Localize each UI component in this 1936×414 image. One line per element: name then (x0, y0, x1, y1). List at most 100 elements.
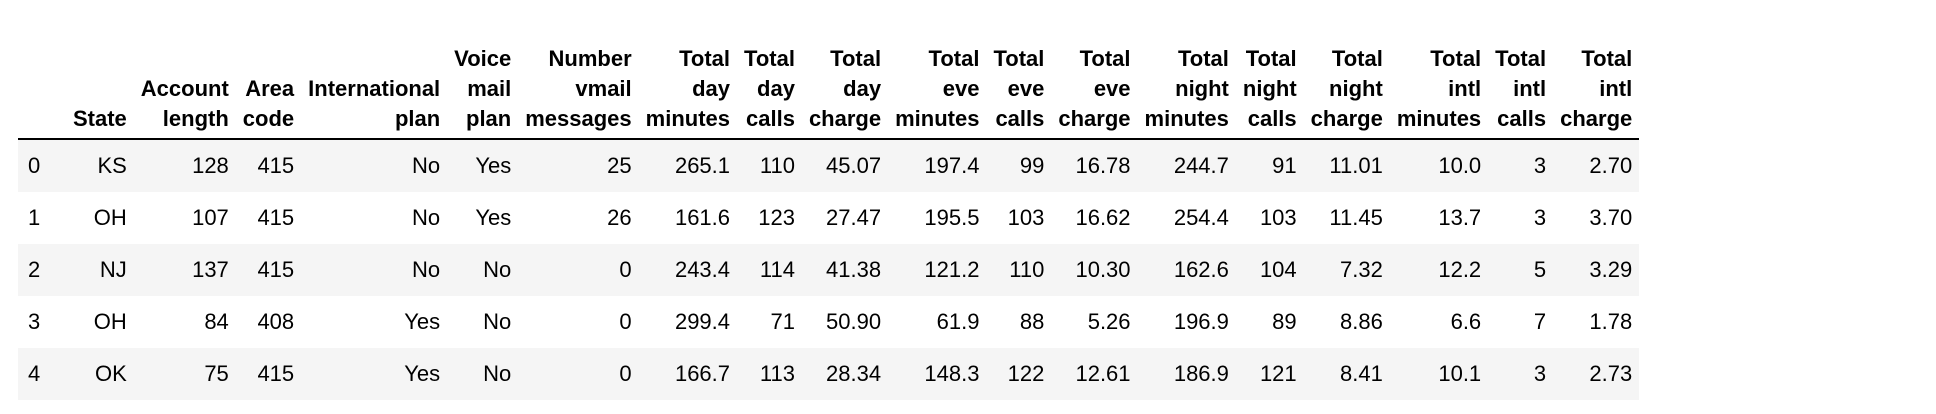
table-cell: 196.9 (1173, 309, 1229, 334)
table-cell: 299.4 (674, 309, 731, 334)
table-cell: 27.47 (826, 205, 882, 230)
table-cell: 1.78 (1589, 309, 1633, 334)
table-cell: KS (97, 153, 127, 178)
table-cell: No (412, 257, 441, 282)
table-cell: 61.9 (936, 309, 980, 334)
table-cell: Yes (404, 361, 441, 386)
column-header: International plan (301, 44, 448, 140)
table-cell: 122 (1007, 361, 1045, 386)
table-row: 1 OH 107 415 No Yes 26 161.6 123 27.47 195.5 103 16.… (18, 192, 1640, 244)
row-index: 1 (28, 205, 41, 230)
column-header: Account length (133, 44, 236, 140)
column-header: State (66, 44, 134, 140)
table-cell: 3 (1533, 361, 1547, 386)
column-header: Total night minutes (1137, 44, 1236, 140)
table-cell: No (412, 205, 441, 230)
table-header: State Account length Area code International p… (18, 44, 1640, 140)
table-cell: 195.5 (924, 205, 980, 230)
table-cell: 0 (619, 361, 632, 386)
table-cell: 6.6 (1450, 309, 1482, 334)
table-cell: No (483, 361, 512, 386)
table-cell: 415 (257, 257, 295, 282)
table-cell: 104 (1259, 257, 1297, 282)
table-cell: 121 (1259, 361, 1297, 386)
table-cell: 88 (1019, 309, 1045, 334)
column-header: Total eve minutes (888, 44, 987, 140)
table-cell: 244.7 (1173, 153, 1229, 178)
table-cell: 3.29 (1589, 257, 1633, 282)
table-cell: 3.70 (1589, 205, 1633, 230)
table-cell: 7 (1533, 309, 1547, 334)
table-row: 3 OH 84 408 Yes No 0 299.4 71 50.90 61.9 88 5.26 196.… (18, 296, 1640, 348)
column-header: Total intl minutes (1389, 44, 1489, 140)
column-header: Total day minutes (638, 44, 738, 140)
table-cell: 71 (770, 309, 795, 334)
table-cell: 415 (257, 153, 295, 178)
column-header: Total intl charge (1553, 44, 1640, 140)
table-cell: No (412, 153, 441, 178)
table-body: 0 KS 128 415 No Yes 25 265.1 110 45.07 197.4 99 16.7… (18, 139, 1640, 400)
table-cell: 41.38 (826, 257, 882, 282)
column-header: Voice mail plan (447, 44, 519, 140)
column-header: Total intl calls (1488, 44, 1554, 140)
column-header: Area code (235, 44, 302, 140)
table-cell: 12.2 (1438, 257, 1482, 282)
row-index: 0 (28, 153, 41, 178)
table-cell: 2.73 (1589, 361, 1633, 386)
table-cell: 84 (204, 309, 229, 334)
table-cell: 26 (607, 205, 632, 230)
table-cell: 5.26 (1087, 309, 1131, 334)
table-cell: 10.1 (1438, 361, 1482, 386)
column-header: Total eve charge (1051, 44, 1138, 140)
table-row: 4 OK 75 415 Yes No 0 166.7 113 28.34 148.3 122 12.61… (18, 348, 1640, 400)
table-cell: 89 (1272, 309, 1297, 334)
table-cell: 121.2 (924, 257, 980, 282)
table-cell: OK (95, 361, 127, 386)
column-header: Total day calls (737, 44, 802, 140)
table-cell: 8.41 (1339, 361, 1383, 386)
table-cell: 103 (1259, 205, 1297, 230)
table-cell: 10.30 (1075, 257, 1131, 282)
table-cell: OH (93, 309, 127, 334)
table-row: 0 KS 128 415 No Yes 25 265.1 110 45.07 197.4 99 16.7… (18, 139, 1640, 192)
table-cell: 28.34 (826, 361, 882, 386)
table-cell: 162.6 (1173, 257, 1229, 282)
column-header: Total day charge (801, 44, 889, 140)
row-index: 2 (28, 257, 41, 282)
table-cell: 107 (192, 205, 229, 230)
table-cell: 123 (758, 205, 795, 230)
table-cell: 254.4 (1173, 205, 1229, 230)
index-header (18, 44, 66, 140)
table-cell: 148.3 (924, 361, 980, 386)
table-cell: 16.78 (1075, 153, 1131, 178)
table-cell: 75 (204, 361, 229, 386)
table-cell: 50.90 (826, 309, 882, 334)
table-cell: 25 (607, 153, 632, 178)
table-cell: 415 (257, 205, 295, 230)
table-cell: 99 (1019, 153, 1045, 178)
table-cell: NJ (99, 257, 127, 282)
table-cell: 11.45 (1329, 205, 1383, 230)
table-cell: 7.32 (1339, 257, 1383, 282)
table-cell: 0 (619, 257, 632, 282)
table-cell: 10.0 (1438, 153, 1482, 178)
table-cell: 5 (1533, 257, 1547, 282)
table-cell: 3 (1533, 205, 1547, 230)
table-cell: OH (93, 205, 127, 230)
table-cell: 12.61 (1075, 361, 1131, 386)
table-cell: 2.70 (1589, 153, 1633, 178)
table-cell: 186.9 (1173, 361, 1229, 386)
table-cell: 110 (759, 153, 795, 178)
table-cell: 114 (759, 257, 795, 282)
table-cell: 16.62 (1075, 205, 1131, 230)
table-cell: 128 (192, 153, 229, 178)
dataframe-table: State Account length Area code International p… (18, 44, 1640, 400)
table-cell: No (483, 257, 512, 282)
table-cell: 11.01 (1329, 153, 1383, 178)
table-cell: Yes (475, 205, 512, 230)
table-cell: 113 (759, 361, 795, 386)
table-cell: Yes (475, 153, 512, 178)
table-cell: Yes (404, 309, 441, 334)
column-header: Total night charge (1303, 44, 1390, 140)
row-index: 4 (28, 361, 41, 386)
